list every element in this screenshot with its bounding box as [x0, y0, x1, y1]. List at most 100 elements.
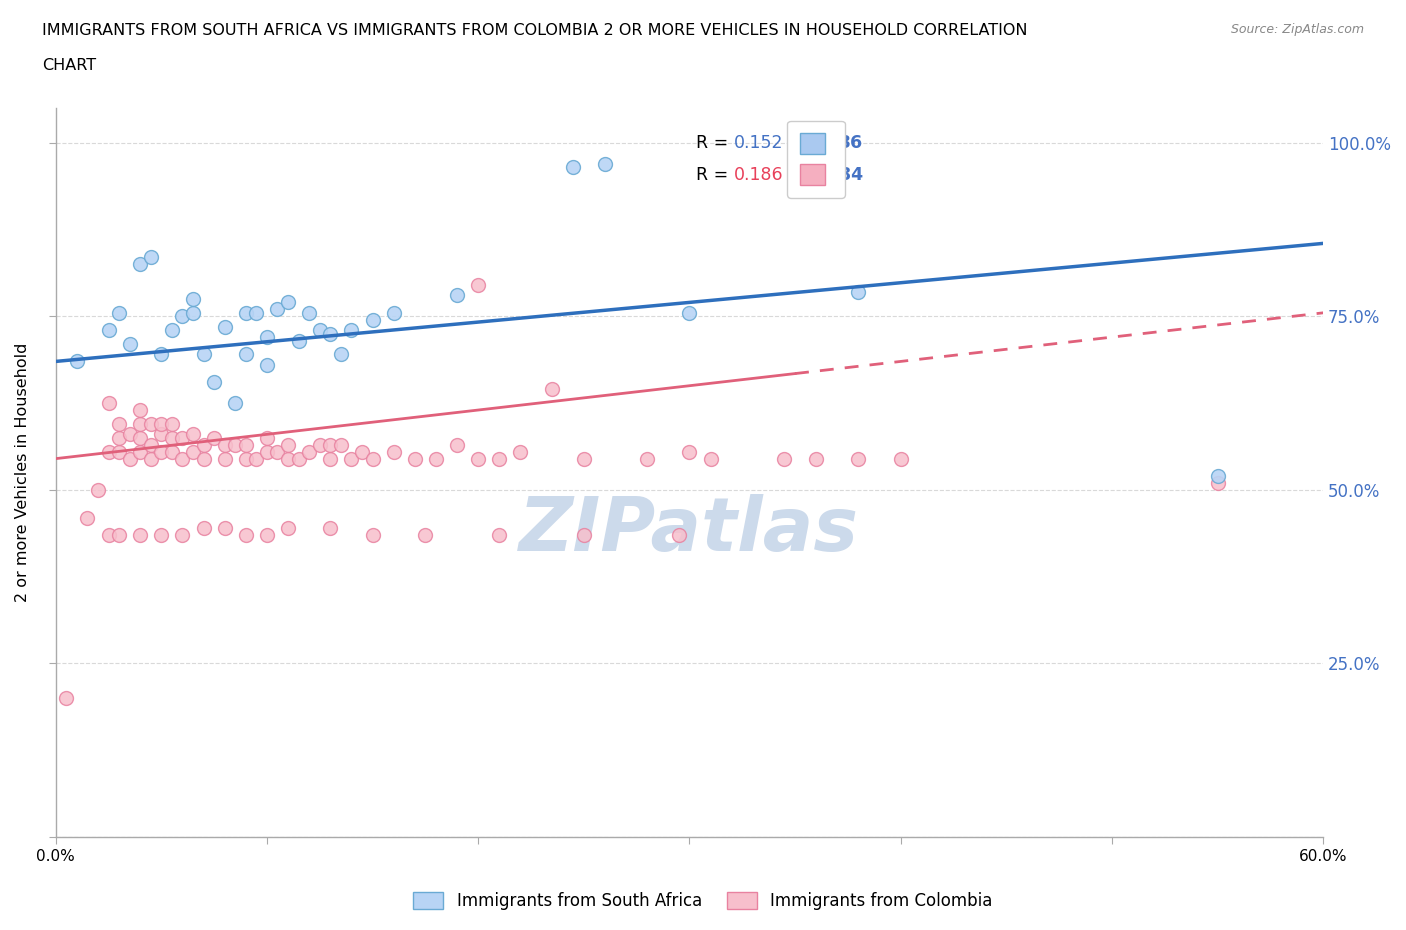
Point: [699, 451, 721, 466]
Point: [361, 312, 384, 327]
Text: 36: 36: [839, 134, 863, 152]
Point: [150, 445, 173, 459]
Text: ZIPatlas: ZIPatlas: [519, 495, 859, 567]
Point: [139, 417, 162, 432]
Point: [214, 437, 236, 452]
Point: [562, 160, 585, 175]
Text: R =: R =: [696, 134, 734, 152]
Point: [129, 445, 152, 459]
Point: [593, 156, 616, 171]
Y-axis label: 2 or more Vehicles in Household: 2 or more Vehicles in Household: [15, 343, 30, 603]
Point: [181, 427, 204, 442]
Point: [55, 691, 77, 706]
Point: [214, 521, 236, 536]
Point: [404, 451, 426, 466]
Point: [287, 333, 309, 348]
Point: [118, 451, 141, 466]
Point: [256, 357, 278, 372]
Point: [308, 437, 330, 452]
Point: [193, 347, 215, 362]
Point: [172, 451, 194, 466]
Point: [329, 347, 352, 362]
Point: [1206, 475, 1229, 490]
Point: [804, 451, 827, 466]
Text: 0.186: 0.186: [734, 166, 783, 184]
Point: [160, 323, 183, 338]
Point: [150, 347, 173, 362]
Point: [446, 288, 468, 303]
Point: [668, 527, 690, 542]
Text: Source: ZipAtlas.com: Source: ZipAtlas.com: [1230, 23, 1364, 36]
Point: [319, 521, 342, 536]
Point: [287, 451, 309, 466]
Point: [361, 451, 384, 466]
Point: [172, 309, 194, 324]
Point: [488, 527, 510, 542]
Point: [245, 451, 267, 466]
Text: N =: N =: [806, 134, 845, 152]
Point: [108, 305, 131, 320]
Point: [235, 347, 257, 362]
Point: [541, 381, 564, 396]
Point: [139, 250, 162, 265]
Text: N =: N =: [806, 166, 845, 184]
Point: [224, 437, 246, 452]
Point: [202, 375, 225, 390]
Point: [224, 395, 246, 410]
Point: [1206, 469, 1229, 484]
Point: [848, 451, 870, 466]
Point: [467, 278, 489, 293]
Point: [150, 427, 173, 442]
Point: [256, 330, 278, 345]
Point: [382, 305, 405, 320]
Text: R =: R =: [696, 166, 734, 184]
Point: [129, 417, 152, 432]
Point: [108, 431, 131, 445]
Legend: , : ,: [787, 121, 845, 197]
Point: [181, 445, 204, 459]
Text: CHART: CHART: [42, 58, 96, 73]
Point: [256, 527, 278, 542]
Point: [319, 326, 342, 341]
Point: [202, 431, 225, 445]
Point: [446, 437, 468, 452]
Point: [298, 445, 321, 459]
Point: [129, 527, 152, 542]
Point: [235, 527, 257, 542]
Point: [425, 451, 447, 466]
Text: IMMIGRANTS FROM SOUTH AFRICA VS IMMIGRANTS FROM COLOMBIA 2 OR MORE VEHICLES IN H: IMMIGRANTS FROM SOUTH AFRICA VS IMMIGRAN…: [42, 23, 1028, 38]
Point: [319, 451, 342, 466]
Point: [467, 451, 489, 466]
Point: [277, 521, 299, 536]
Point: [277, 437, 299, 452]
Point: [150, 527, 173, 542]
Point: [488, 451, 510, 466]
Point: [308, 323, 330, 338]
Point: [329, 437, 352, 452]
Point: [382, 445, 405, 459]
Point: [150, 417, 173, 432]
Point: [97, 445, 120, 459]
Point: [193, 451, 215, 466]
Point: [245, 305, 267, 320]
Point: [87, 483, 110, 498]
Point: [193, 437, 215, 452]
Point: [636, 451, 658, 466]
Point: [108, 527, 131, 542]
Point: [235, 437, 257, 452]
Point: [181, 291, 204, 306]
Point: [97, 323, 120, 338]
Point: [214, 319, 236, 334]
Point: [415, 527, 437, 542]
Point: [235, 451, 257, 466]
Legend: Immigrants from South Africa, Immigrants from Colombia: Immigrants from South Africa, Immigrants…: [406, 885, 1000, 917]
Point: [572, 451, 595, 466]
Point: [572, 527, 595, 542]
Point: [118, 337, 141, 352]
Point: [214, 451, 236, 466]
Point: [277, 295, 299, 310]
Point: [678, 445, 700, 459]
Point: [773, 451, 796, 466]
Point: [160, 431, 183, 445]
Point: [160, 417, 183, 432]
